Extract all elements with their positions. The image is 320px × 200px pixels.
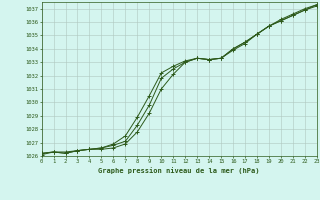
X-axis label: Graphe pression niveau de la mer (hPa): Graphe pression niveau de la mer (hPa) bbox=[99, 167, 260, 174]
